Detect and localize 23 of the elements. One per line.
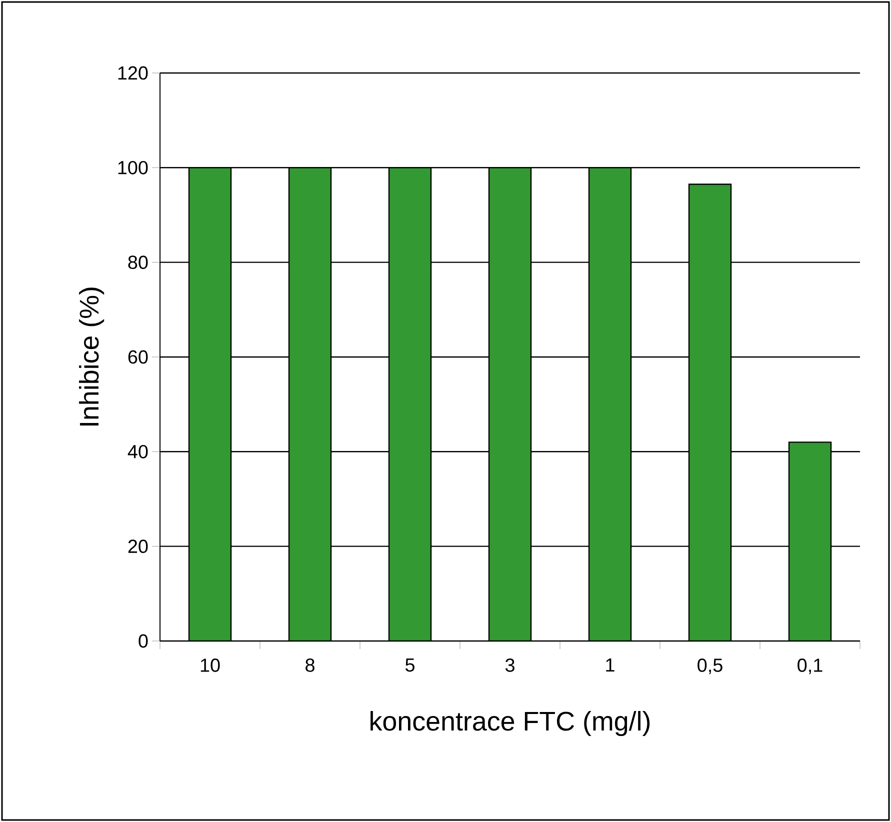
bar xyxy=(688,184,732,641)
y-tick-label: 120 xyxy=(118,66,148,80)
x-axis-title: koncentrace FTC (mg/l) xyxy=(370,710,650,736)
y-tick-label: 40 xyxy=(128,444,148,458)
y-tick-label: 80 xyxy=(128,256,148,270)
bar xyxy=(288,167,332,641)
y-tick-label: 100 xyxy=(118,160,148,174)
bar xyxy=(788,442,832,641)
x-tick-label: 1 xyxy=(606,658,614,672)
y-tick-label: 60 xyxy=(128,350,148,364)
x-tick-label: 3 xyxy=(505,658,514,672)
y-axis-title: Inhibice (%) xyxy=(78,288,104,426)
bar xyxy=(388,167,432,641)
x-tick-label: 0,1 xyxy=(798,658,822,674)
y-tick-label: 0 xyxy=(138,634,148,648)
bar xyxy=(188,167,232,641)
bar xyxy=(488,167,532,641)
x-tick-label: 0,5 xyxy=(698,658,722,674)
x-tick-label: 8 xyxy=(306,658,314,672)
y-tick-label: 20 xyxy=(128,540,148,554)
x-tick-label: 10 xyxy=(200,658,220,672)
bar xyxy=(588,167,632,641)
x-tick-label: 5 xyxy=(405,658,414,672)
